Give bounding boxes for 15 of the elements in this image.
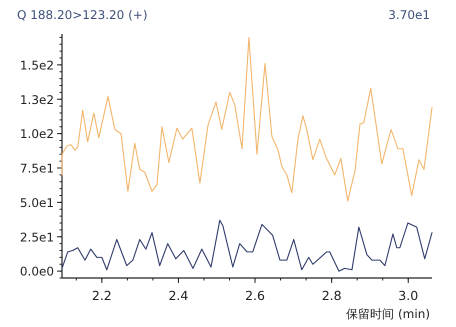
y-tick-label: 1.0e2 [20,127,54,142]
y-tick-label: 1.3e2 [20,92,54,107]
x-tick-label: 2.2 [92,288,112,303]
x-tick-label: 3.0 [398,288,418,303]
y-tick-label: 7.5e1 [20,162,54,176]
y-tick-label: 2.5e1 [20,230,54,244]
x-tick-label: 2.8 [322,288,342,303]
y-tick-label: 0.0e0 [20,264,54,279]
y-tick-label: 5.0e1 [20,196,54,210]
annotation: 3.70e1 [388,8,430,22]
xlabel: 保留时间 (min) [346,307,430,321]
x-tick-label: 2.4 [168,288,188,303]
y-tick-label: 1.5e2 [20,58,54,72]
title: Q 188.20>123.20 (+) [17,8,148,22]
x-tick-label: 2.6 [245,288,266,303]
